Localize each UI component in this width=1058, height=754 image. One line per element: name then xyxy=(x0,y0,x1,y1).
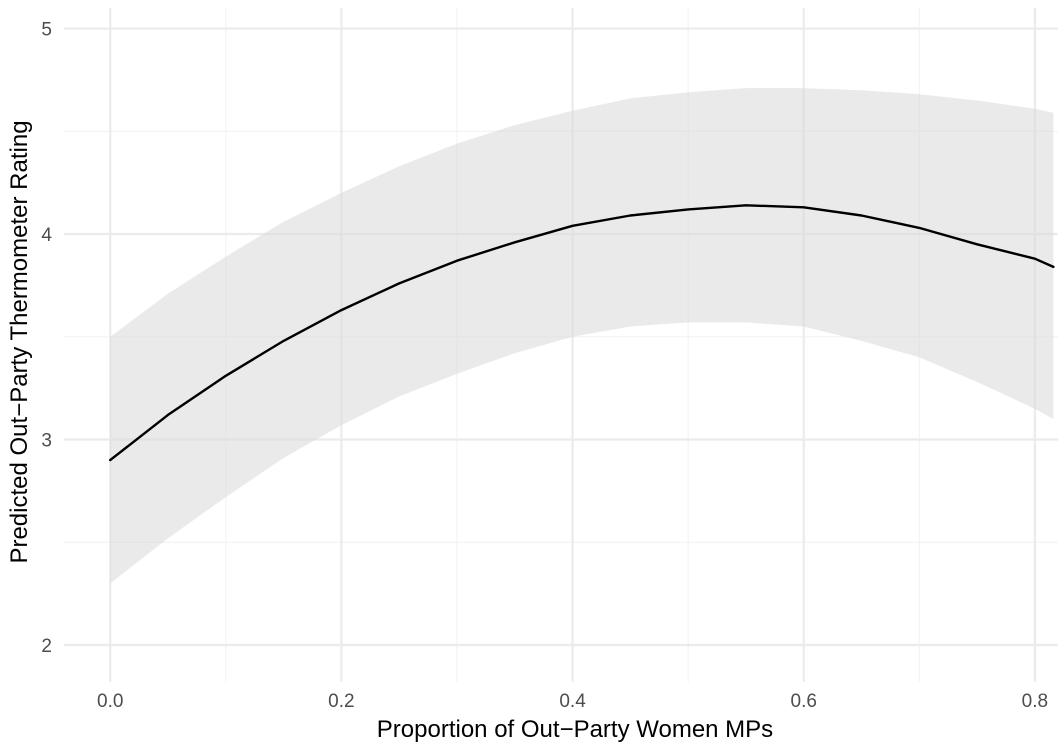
x-tick-label: 0.8 xyxy=(1022,691,1048,712)
x-axis-title: Proportion of Out−Party Women MPs xyxy=(377,716,773,743)
prediction-line xyxy=(108,204,1055,462)
y-axis-tick-labels: 2 3 4 5 xyxy=(41,20,52,657)
confidence-band xyxy=(110,88,1054,584)
x-axis-tick-labels: 0.0 0.2 0.4 0.6 0.8 xyxy=(97,691,1048,712)
y-tick-label: 4 xyxy=(41,225,52,246)
x-tick-label: 0.6 xyxy=(791,691,817,712)
x-tick-label: 0.4 xyxy=(559,691,586,712)
x-tick-label: 0.0 xyxy=(97,691,123,712)
x-tick-label: 0.2 xyxy=(328,691,354,712)
y-tick-label: 5 xyxy=(41,20,52,41)
confidence-band-layer xyxy=(110,88,1054,584)
y-axis-title: Predicted Out−Party Thermometer Rating xyxy=(6,120,33,563)
y-tick-label: 2 xyxy=(41,636,52,657)
y-tick-label: 3 xyxy=(41,431,52,452)
prediction-line-layer xyxy=(108,204,1055,462)
